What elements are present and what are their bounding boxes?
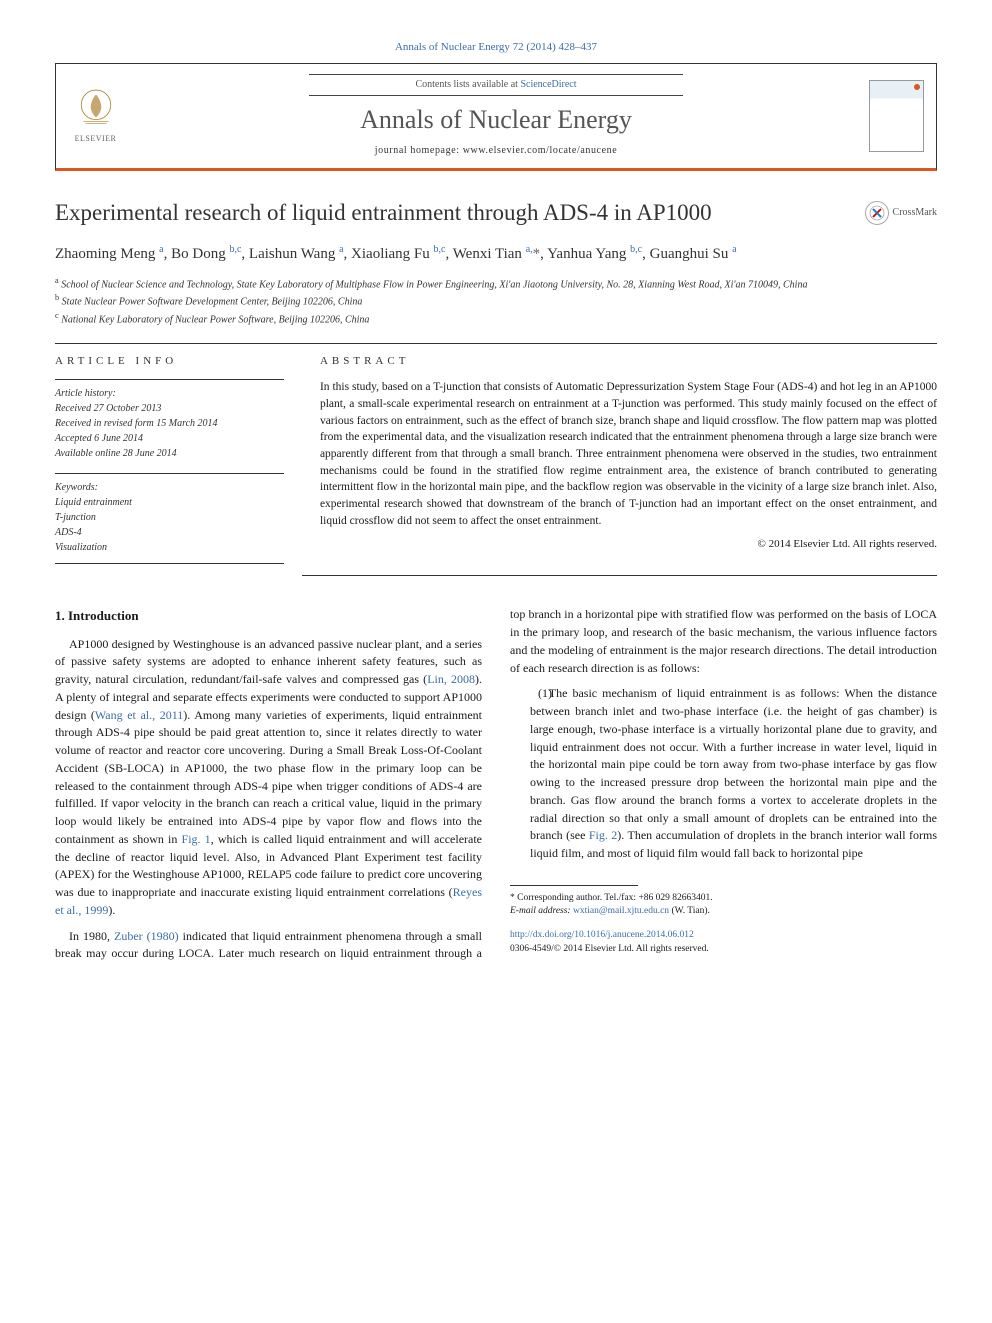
- citation-link[interactable]: Lin, 2008: [427, 672, 475, 686]
- elsevier-logo: ELSEVIER: [68, 86, 123, 146]
- affiliations: a School of Nuclear Science and Technolo…: [55, 275, 937, 327]
- abstract-heading: ABSTRACT: [320, 354, 937, 369]
- section-heading-introduction: 1. Introduction: [55, 606, 482, 625]
- crossmark-label: CrossMark: [893, 206, 937, 220]
- article-info-heading: ARTICLE INFO: [55, 354, 284, 369]
- list-item: (1) The basic mechanism of liquid entrai…: [510, 685, 937, 863]
- journal-homepage: journal homepage: www.elsevier.com/locat…: [137, 144, 855, 158]
- contents-available: Contents lists available at ScienceDirec…: [309, 74, 682, 96]
- sciencedirect-link[interactable]: ScienceDirect: [520, 79, 576, 90]
- figure-link[interactable]: Fig. 1: [182, 832, 211, 846]
- citation-link[interactable]: Wang et al., 2011: [95, 708, 183, 722]
- doi-block: http://dx.doi.org/10.1016/j.anucene.2014…: [510, 928, 937, 956]
- email-link[interactable]: wxtian@mail.xjtu.edu.cn: [573, 906, 669, 916]
- footnote-rule: [510, 885, 638, 886]
- article-title: Experimental research of liquid entrainm…: [55, 197, 853, 229]
- citation-link[interactable]: Zuber (1980): [114, 929, 179, 943]
- journal-header: ELSEVIER Contents lists available at Sci…: [55, 63, 937, 170]
- corresponding-author-footnote: * Corresponding author. Tel./fax: +86 02…: [510, 892, 937, 919]
- article-history: Article history: Received 27 October 201…: [55, 379, 284, 461]
- journal-cover-thumbnail: [869, 80, 924, 152]
- abstract-text: In this study, based on a T-junction tha…: [320, 379, 937, 529]
- article-body: 1. Introduction AP1000 designed by Westi…: [55, 606, 937, 963]
- crossmark-badge[interactable]: CrossMark: [865, 201, 937, 225]
- body-paragraph: AP1000 designed by Westinghouse is an ad…: [55, 636, 482, 920]
- authors-list: Zhaoming Meng a, Bo Dong b,c, Laishun Wa…: [55, 243, 937, 265]
- figure-link[interactable]: Fig. 2: [589, 828, 617, 842]
- journal-title: Annals of Nuclear Energy: [137, 102, 855, 138]
- affiliation-c: c National Key Laboratory of Nuclear Pow…: [55, 310, 937, 327]
- doi-link[interactable]: http://dx.doi.org/10.1016/j.anucene.2014…: [510, 930, 694, 940]
- abstract-copyright: © 2014 Elsevier Ltd. All rights reserved…: [320, 537, 937, 552]
- affiliation-a: a School of Nuclear Science and Technolo…: [55, 275, 937, 292]
- abstract-panel: ABSTRACT In this study, based on a T-jun…: [302, 344, 937, 576]
- crossmark-icon: [865, 201, 889, 225]
- article-info-panel: ARTICLE INFO Article history: Received 2…: [55, 344, 302, 576]
- keywords-block: Keywords: Liquid entrainment T-junction …: [55, 473, 284, 564]
- affiliation-b: b State Nuclear Power Software Developme…: [55, 292, 937, 309]
- publisher-name: ELSEVIER: [75, 133, 117, 144]
- journal-citation: Annals of Nuclear Energy 72 (2014) 428–4…: [55, 40, 937, 55]
